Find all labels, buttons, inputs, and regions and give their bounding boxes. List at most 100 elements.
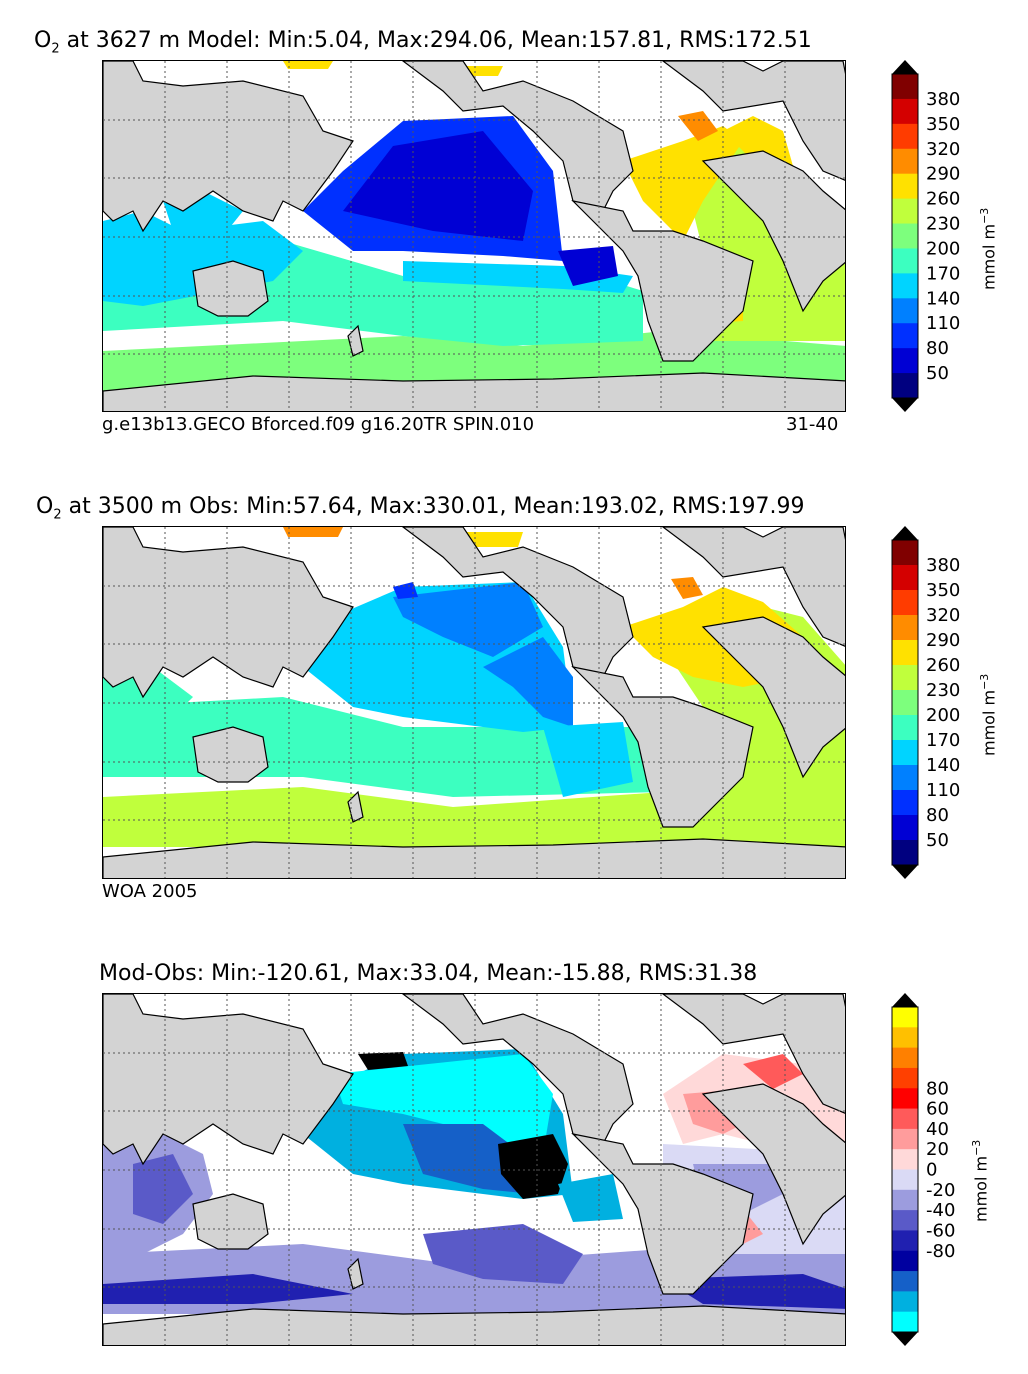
colorbar-swatch — [892, 348, 918, 374]
colorbar-swatch — [892, 565, 918, 591]
colorbar-swatch — [892, 615, 918, 641]
colorbar-tick-label: 260 — [926, 655, 960, 676]
panel-3-colorbar-unit: mmol m−3 — [970, 1139, 991, 1222]
colorbar-tick-label: 50 — [926, 363, 949, 384]
colorbar-swatch — [892, 540, 918, 566]
colorbar-swatch — [892, 665, 918, 691]
colorbar-tick-label: 380 — [926, 555, 960, 576]
colorbar-swatch — [892, 1149, 918, 1170]
colorbar-tick-label: 40 — [926, 1119, 949, 1140]
colorbar-tick-label: -20 — [926, 1180, 955, 1201]
colorbar-swatch — [892, 1291, 918, 1313]
graticule — [103, 527, 845, 878]
panel-2-caption-left: WOA 2005 — [102, 881, 198, 902]
colorbar-swatch — [892, 198, 918, 225]
colorbar-tick-label: 170 — [926, 263, 960, 284]
colorbar-tick-label: 290 — [926, 630, 960, 651]
colorbar-swatch — [892, 273, 918, 299]
colorbar-tick-label: 80 — [926, 1078, 949, 1099]
panel-1-map — [102, 60, 846, 412]
colorbar-swatch — [892, 98, 918, 125]
colorbar-tick-label: 50 — [926, 830, 949, 851]
colorbar-tick-label: 320 — [926, 139, 960, 160]
colorbar-swatch — [892, 373, 918, 399]
colorbar-swatch — [892, 298, 918, 324]
panel-1-colorbar: 380 350 320 290 260 230 200 170 140 110 80 50 — [891, 60, 960, 412]
colorbar-tick-label: 200 — [926, 238, 960, 259]
panel-3-map — [102, 993, 846, 1346]
colorbar-swatch — [892, 1128, 918, 1150]
colorbar-swatch — [892, 123, 918, 150]
colorbar-under-arrow — [892, 398, 918, 412]
colorbar-tick-label: 170 — [926, 730, 960, 751]
colorbar-tick-label: 260 — [926, 189, 960, 210]
colorbar-swatch — [892, 1067, 918, 1089]
colorbar-tick-label: 110 — [926, 780, 960, 801]
colorbar-tick-label: -40 — [926, 1200, 955, 1221]
colorbar-under-arrow — [892, 865, 918, 879]
colorbar-tick-label: -60 — [926, 1220, 955, 1241]
colorbar-swatch — [892, 1311, 918, 1333]
panel-2-colorbar: 380 350 320 290 260 230 200 170 140 110 80 50 — [891, 526, 960, 879]
panel-1-title: O2 at 3627 m Model: Min:5.04, Max:294.06… — [34, 28, 812, 57]
colorbar-tick-label: 200 — [926, 705, 960, 726]
panel-2-title: O2 at 3500 m Obs: Min:57.64, Max:330.01,… — [36, 494, 805, 523]
colorbar-swatch — [892, 173, 918, 200]
colorbar-swatch — [892, 1108, 918, 1130]
panel-1-colorbar-unit: mmol m−3 — [978, 207, 999, 290]
colorbar-swatch — [892, 1007, 918, 1028]
colorbar-swatch — [892, 840, 918, 866]
colorbar-tick-label: 60 — [926, 1099, 949, 1120]
colorbar-tick-label: 320 — [926, 605, 960, 626]
graticule — [103, 994, 845, 1345]
colorbar-tick-label: 350 — [926, 580, 960, 601]
colorbar-swatch — [892, 690, 918, 716]
colorbar-swatch — [892, 1271, 918, 1292]
colorbar-swatch — [892, 1047, 918, 1069]
colorbar-tick-label: 80 — [926, 338, 949, 359]
colorbar-tick-label: 290 — [926, 164, 960, 185]
colorbar-swatch — [892, 1250, 918, 1272]
colorbar-swatch — [892, 740, 918, 766]
colorbar-tick-label: 80 — [926, 805, 949, 826]
colorbar-swatch — [892, 640, 918, 666]
panel-2-colorbar-unit: mmol m−3 — [978, 673, 999, 756]
colorbar-swatch — [892, 74, 918, 100]
colorbar-frame — [891, 73, 919, 399]
colorbar-swatch — [892, 790, 918, 816]
colorbar-tick-label: 140 — [926, 755, 960, 776]
panel-3-title: Mod-Obs: Min:-120.61, Max:33.04, Mean:-1… — [99, 961, 758, 986]
colorbar-swatch — [892, 1169, 918, 1191]
colorbar-under-arrow — [892, 1332, 918, 1346]
panel-2-map — [102, 526, 846, 879]
colorbar-tick-label: 20 — [926, 1139, 949, 1160]
colorbar-swatch — [892, 715, 918, 741]
colorbar-tick-label: 230 — [926, 214, 960, 235]
colorbar-swatch — [892, 815, 918, 841]
colorbar-tick-label: 230 — [926, 680, 960, 701]
colorbar-swatch — [892, 1088, 918, 1110]
colorbar-tick-label: 0 — [926, 1160, 937, 1181]
colorbar-swatch — [892, 1230, 918, 1252]
colorbar-swatch — [892, 248, 918, 274]
colorbar-swatch — [892, 1210, 918, 1231]
colorbar-tick-label: 140 — [926, 288, 960, 309]
colorbar-tick-label: 110 — [926, 313, 960, 334]
colorbar-frame — [891, 1006, 919, 1333]
colorbar-swatch — [892, 223, 918, 249]
colorbar-swatch — [892, 148, 918, 175]
colorbar-tick-label: 350 — [926, 114, 960, 135]
colorbar-swatch — [892, 765, 918, 791]
colorbar-over-arrow — [892, 60, 918, 74]
colorbar-swatch — [892, 323, 918, 349]
colorbar-swatch — [892, 590, 918, 616]
colorbar-swatch — [892, 1189, 918, 1211]
colorbar-tick-label: -80 — [926, 1241, 955, 1262]
colorbar-over-arrow — [892, 993, 918, 1007]
colorbar-tick-label: 380 — [926, 89, 960, 110]
colorbar-over-arrow — [892, 526, 918, 540]
colorbar-frame — [891, 539, 919, 866]
panel-1-caption-right: 31-40 — [786, 414, 839, 435]
graticule — [103, 61, 845, 411]
panel-1-caption-left: g.e13b13.GECO Bforced.f09 g16.20TR SPIN.… — [102, 414, 535, 435]
